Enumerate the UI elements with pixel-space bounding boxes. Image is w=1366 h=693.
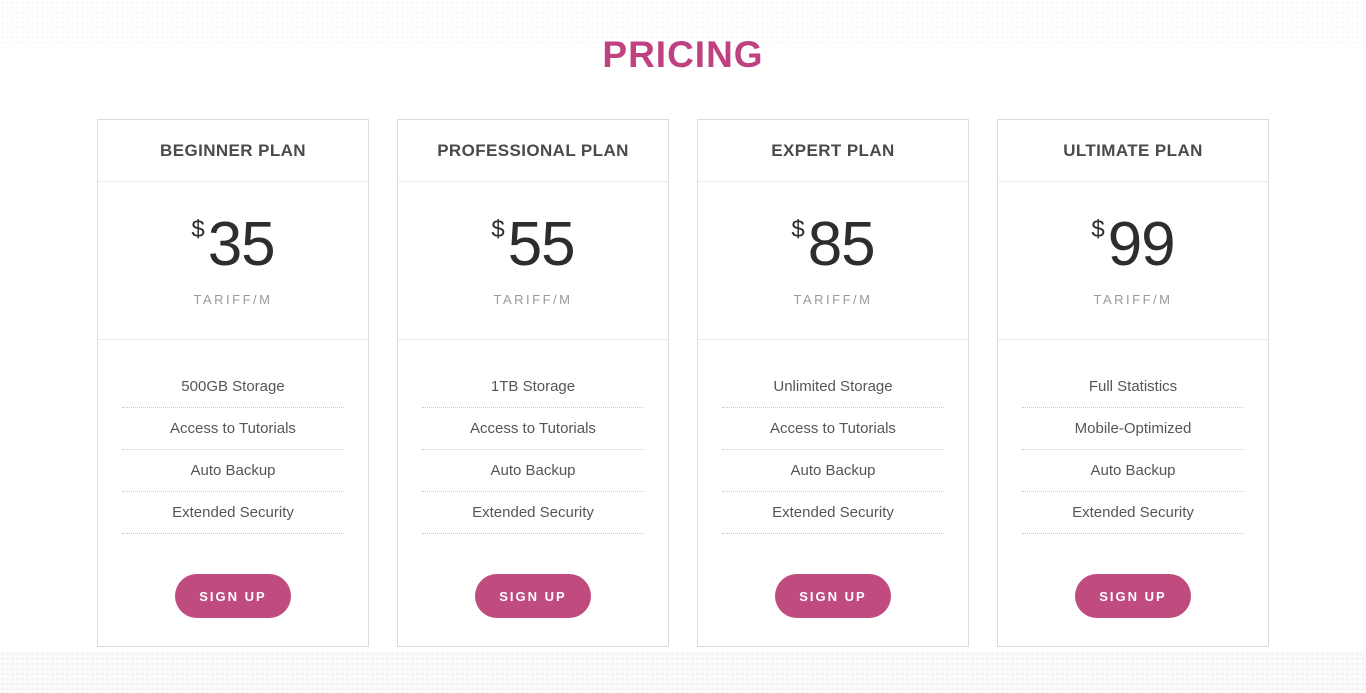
currency-symbol: $ [1091, 216, 1105, 243]
plan-name: ULTIMATE PLAN [1063, 140, 1203, 160]
feature-item: Extended Security [122, 492, 344, 534]
feature-item: 500GB Storage [122, 366, 344, 408]
feature-item: Auto Backup [1022, 450, 1244, 492]
plan-name: EXPERT PLAN [771, 140, 895, 160]
feature-item: Access to Tutorials [422, 408, 644, 450]
signup-button[interactable]: SIGN UP [175, 574, 291, 618]
pricing-card-beginner: BEGINNER PLAN $35 TARIFF/M 500GB Storage… [97, 119, 369, 647]
card-footer: SIGN UP [98, 574, 368, 646]
pricing-section: PRICING BEGINNER PLAN $35 TARIFF/M 500GB… [97, 34, 1269, 647]
pricing-card-expert: EXPERT PLAN $85 TARIFF/M Unlimited Stora… [697, 119, 969, 647]
signup-button[interactable]: SIGN UP [475, 574, 591, 618]
feature-item: Full Statistics [1022, 366, 1244, 408]
plan-header: BEGINNER PLAN [98, 120, 368, 182]
background-texture-bottom [0, 651, 1366, 693]
feature-list: Full Statistics Mobile-Optimized Auto Ba… [998, 340, 1268, 534]
feature-list: 1TB Storage Access to Tutorials Auto Bac… [398, 340, 668, 534]
plan-period: TARIFF/M [793, 292, 873, 307]
price-amount: 85 [807, 210, 876, 279]
feature-item: Mobile-Optimized [1022, 408, 1244, 450]
plan-name: PROFESSIONAL PLAN [437, 140, 629, 160]
feature-item: Unlimited Storage [722, 366, 944, 408]
plan-price-block: $55 TARIFF/M [398, 182, 668, 340]
feature-list: 500GB Storage Access to Tutorials Auto B… [98, 340, 368, 534]
pricing-card-professional: PROFESSIONAL PLAN $55 TARIFF/M 1TB Stora… [397, 119, 669, 647]
price-amount: 35 [207, 210, 276, 279]
plan-period: TARIFF/M [493, 292, 573, 307]
feature-list: Unlimited Storage Access to Tutorials Au… [698, 340, 968, 534]
feature-item: Access to Tutorials [722, 408, 944, 450]
plan-period: TARIFF/M [1093, 292, 1173, 307]
plan-name: BEGINNER PLAN [160, 140, 306, 160]
plan-header: EXPERT PLAN [698, 120, 968, 182]
plan-price-block: $35 TARIFF/M [98, 182, 368, 340]
plan-price-block: $99 TARIFF/M [998, 182, 1268, 340]
signup-button[interactable]: SIGN UP [1075, 574, 1191, 618]
plan-price-block: $85 TARIFF/M [698, 182, 968, 340]
plan-price: $99 [1091, 210, 1176, 279]
pricing-cards-row: BEGINNER PLAN $35 TARIFF/M 500GB Storage… [97, 119, 1269, 647]
signup-button[interactable]: SIGN UP [775, 574, 891, 618]
pricing-card-ultimate: ULTIMATE PLAN $99 TARIFF/M Full Statisti… [997, 119, 1269, 647]
plan-header: PROFESSIONAL PLAN [398, 120, 668, 182]
currency-symbol: $ [191, 216, 205, 243]
page-title: PRICING [602, 34, 764, 75]
feature-item: Auto Backup [422, 450, 644, 492]
plan-header: ULTIMATE PLAN [998, 120, 1268, 182]
feature-item: Auto Backup [122, 450, 344, 492]
plan-price: $35 [191, 210, 276, 279]
plan-price: $85 [791, 210, 876, 279]
plan-period: TARIFF/M [193, 292, 273, 307]
feature-item: Access to Tutorials [122, 408, 344, 450]
card-footer: SIGN UP [698, 574, 968, 646]
card-footer: SIGN UP [398, 574, 668, 646]
currency-symbol: $ [491, 216, 505, 243]
feature-item: Auto Backup [722, 450, 944, 492]
feature-item: Extended Security [722, 492, 944, 534]
currency-symbol: $ [791, 216, 805, 243]
feature-item: Extended Security [422, 492, 644, 534]
feature-item: Extended Security [1022, 492, 1244, 534]
feature-item: 1TB Storage [422, 366, 644, 408]
price-amount: 55 [507, 210, 576, 279]
plan-price: $55 [491, 210, 576, 279]
card-footer: SIGN UP [998, 574, 1268, 646]
price-amount: 99 [1107, 210, 1176, 279]
